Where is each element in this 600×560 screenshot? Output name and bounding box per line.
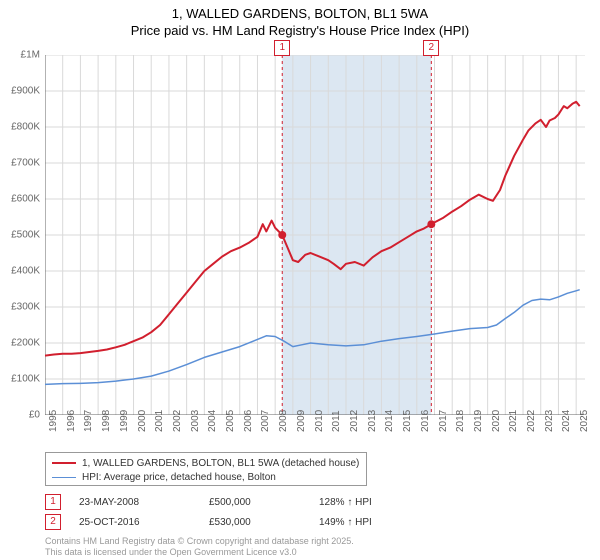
x-tick-label: 1998 [101, 410, 112, 432]
x-tick-label: 2003 [190, 410, 201, 432]
footer: Contains HM Land Registry data © Crown c… [45, 536, 354, 558]
x-tick-label: 1996 [66, 410, 77, 432]
x-tick-label: 2012 [349, 410, 360, 432]
x-tick-label: 1995 [48, 410, 59, 432]
sale-date: 25-OCT-2016 [79, 517, 209, 528]
y-tick-label: £0 [2, 410, 40, 421]
x-tick-label: 2022 [526, 410, 537, 432]
chart-container: 1, WALLED GARDENS, BOLTON, BL1 5WA Price… [0, 0, 600, 560]
x-tick-label: 2002 [172, 410, 183, 432]
legend-label-1: 1, WALLED GARDENS, BOLTON, BL1 5WA (deta… [82, 458, 359, 469]
x-tick-label: 2021 [508, 410, 519, 432]
sale-marker-box: 2 [423, 40, 439, 56]
sale-hpi: 128% ↑ HPI [319, 497, 372, 508]
sale-price: £530,000 [209, 517, 319, 528]
x-tick-label: 2000 [137, 410, 148, 432]
sale-price: £500,000 [209, 497, 319, 508]
x-tick-label: 2009 [296, 410, 307, 432]
legend-label-2: HPI: Average price, detached house, Bolt… [82, 472, 276, 483]
x-tick-label: 2014 [384, 410, 395, 432]
x-tick-label: 2005 [225, 410, 236, 432]
x-tick-label: 2024 [561, 410, 572, 432]
footer-line1: Contains HM Land Registry data © Crown c… [45, 536, 354, 546]
x-tick-label: 2011 [331, 410, 342, 432]
sale-hpi: 149% ↑ HPI [319, 517, 372, 528]
x-tick-label: 1999 [119, 410, 130, 432]
chart-svg [45, 55, 585, 415]
x-tick-label: 2001 [154, 410, 165, 432]
sale-date: 23-MAY-2008 [79, 497, 209, 508]
legend-row-2: HPI: Average price, detached house, Bolt… [52, 470, 360, 484]
y-tick-label: £400K [2, 266, 40, 277]
x-tick-label: 2023 [544, 410, 555, 432]
x-tick-label: 2019 [473, 410, 484, 432]
x-tick-label: 2020 [491, 410, 502, 432]
y-tick-label: £100K [2, 374, 40, 385]
chart-title: 1, WALLED GARDENS, BOLTON, BL1 5WA Price… [0, 0, 600, 40]
y-tick-label: £800K [2, 122, 40, 133]
y-tick-label: £200K [2, 338, 40, 349]
x-tick-label: 2004 [207, 410, 218, 432]
legend: 1, WALLED GARDENS, BOLTON, BL1 5WA (deta… [45, 452, 367, 486]
x-tick-label: 1997 [83, 410, 94, 432]
x-tick-label: 2016 [420, 410, 431, 432]
legend-swatch-1 [52, 462, 76, 464]
x-tick-label: 2006 [243, 410, 254, 432]
x-tick-label: 2025 [579, 410, 590, 432]
x-tick-label: 2013 [367, 410, 378, 432]
legend-swatch-2 [52, 477, 76, 478]
x-tick-label: 2007 [260, 410, 271, 432]
sale-row: 1 23-MAY-2008£500,000128% ↑ HPI [45, 494, 372, 510]
sale-row: 2 25-OCT-2016£530,000149% ↑ HPI [45, 514, 372, 530]
x-tick-label: 2010 [314, 410, 325, 432]
x-tick-label: 2008 [278, 410, 289, 432]
x-tick-label: 2017 [438, 410, 449, 432]
sale-row-marker: 2 [45, 514, 61, 530]
y-tick-label: £500K [2, 230, 40, 241]
y-tick-label: £1M [2, 50, 40, 61]
y-tick-label: £700K [2, 158, 40, 169]
x-tick-label: 2018 [455, 410, 466, 432]
y-tick-label: £600K [2, 194, 40, 205]
sale-row-marker: 1 [45, 494, 61, 510]
y-tick-label: £300K [2, 302, 40, 313]
x-tick-label: 2015 [402, 410, 413, 432]
footer-line2: This data is licensed under the Open Gov… [45, 547, 297, 557]
sale-marker-box: 1 [274, 40, 290, 56]
title-line2: Price paid vs. HM Land Registry's House … [131, 23, 469, 38]
legend-row-1: 1, WALLED GARDENS, BOLTON, BL1 5WA (deta… [52, 456, 360, 470]
title-line1: 1, WALLED GARDENS, BOLTON, BL1 5WA [172, 6, 428, 21]
y-tick-label: £900K [2, 86, 40, 97]
